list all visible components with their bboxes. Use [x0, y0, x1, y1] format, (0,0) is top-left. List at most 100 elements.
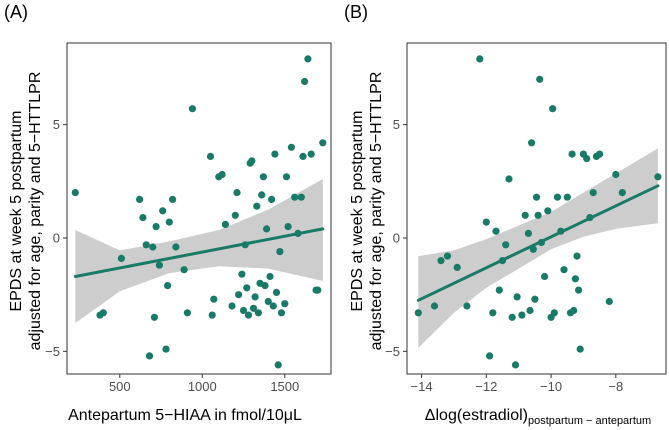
panel-a-border	[66, 42, 332, 375]
panel-a-point	[231, 211, 239, 219]
panel-a-point	[301, 77, 309, 86]
panel-b-point	[553, 193, 562, 201]
panel-a-point	[136, 195, 144, 203]
panel-b-point	[575, 286, 583, 294]
panel-b-point	[568, 150, 576, 158]
panel-a-point	[152, 223, 160, 231]
panel-a: (A) EPDS at week 5 postpartum adjusted f…	[4, 2, 332, 424]
panel-b-point	[531, 295, 539, 303]
panel-b-point	[492, 227, 500, 235]
panel-b-point	[541, 272, 549, 281]
panel-b-x-tick-label: −14	[411, 379, 433, 394]
panel-a-point	[162, 345, 170, 353]
panel-b-regression-line	[416, 184, 660, 302]
panel-b-point	[571, 275, 580, 283]
panel-a-point	[307, 150, 315, 158]
panel-b-y-tick-label: 0	[393, 230, 400, 245]
panel-b-x-axis-title: Δlog(estradiol)postpartum − antepartum	[425, 407, 651, 427]
panel-a-point	[319, 139, 327, 147]
panel-a-point	[297, 193, 305, 201]
panel-b-point	[589, 189, 597, 197]
panel-a-point	[253, 202, 261, 210]
panel-b-point	[437, 257, 445, 265]
panel-b-confidence-band	[418, 148, 658, 348]
panel-b-point	[654, 173, 662, 181]
panel-a-point	[139, 214, 147, 222]
panel-b-x-tick-label: −8	[608, 379, 623, 394]
panel-a-point	[274, 361, 282, 369]
panel-a-point	[142, 241, 150, 249]
panel-b-point	[489, 309, 497, 317]
panel-b-point	[513, 293, 521, 301]
panel-a-x-tick-label: 1000	[188, 379, 217, 394]
panel-b-y-axis-title-line2: adjusted for age, parity and 5−HTTLPR	[368, 72, 385, 351]
panel-a-point	[188, 105, 196, 113]
panel-a-point	[244, 311, 253, 319]
panel-a-point	[150, 313, 158, 321]
panel-a-point	[208, 311, 216, 319]
panel-a-point	[164, 282, 172, 290]
panel-b-plot-area	[406, 42, 667, 375]
panel-b-y-axis-title: EPDS at week 5 postpartum adjusted for a…	[349, 72, 385, 351]
panel-b-border	[406, 42, 667, 375]
panel-b-point	[576, 345, 584, 353]
panel-b: (B) EPDS at week 5 postpartum adjusted f…	[344, 2, 667, 427]
panel-a-point	[271, 150, 279, 158]
panel-b-point	[521, 211, 529, 219]
panel-b-point	[476, 55, 484, 63]
panel-a-point	[221, 220, 229, 228]
panel-a-x-axis-title: Antepartum 5−HIAA in fmol/10μL	[68, 407, 302, 424]
panel-b-point	[532, 193, 541, 201]
panel-b-point	[518, 311, 526, 319]
panel-a-point	[276, 248, 284, 256]
panel-b-point	[612, 170, 620, 179]
panel-a-point	[287, 143, 295, 151]
panel-a-point	[183, 309, 191, 317]
panel-b-point	[463, 302, 471, 310]
panel-a-point	[180, 266, 188, 274]
panel-a-point	[261, 282, 269, 290]
panel-a-point	[264, 297, 272, 306]
panel-a-point	[259, 173, 267, 181]
panel-a-y-axis-title: EPDS at week 5 postpartum adjusted for a…	[8, 72, 44, 351]
panel-b-point	[596, 150, 604, 158]
panel-b-point	[414, 309, 422, 317]
panel-b-point	[618, 189, 626, 197]
panel-b-point	[502, 241, 510, 249]
panel-b-ticks: −14 −12 −10 −8 −5 0 5	[385, 117, 623, 394]
panel-a-y-axis-title-line2: adjusted for age, parity and 5−HTTLPR	[27, 72, 44, 351]
panel-b-point	[583, 155, 591, 163]
panel-a-point	[304, 55, 312, 63]
panel-a-point	[277, 309, 286, 317]
panel-a-point	[99, 309, 107, 317]
panel-b-point	[505, 175, 513, 183]
panel-a-point	[248, 157, 256, 165]
panel-a-point	[239, 306, 248, 315]
panel-b-point	[605, 297, 613, 306]
panel-a-plot-area	[66, 42, 332, 375]
panel-b-x-tick-label: −10	[540, 379, 562, 394]
panel-a-y-tick-label: 5	[53, 117, 60, 132]
panel-a-point	[251, 293, 259, 301]
panel-a-point	[243, 284, 251, 292]
panel-b-point	[453, 263, 461, 271]
panel-b-point	[430, 302, 439, 310]
panel-a-point	[272, 288, 281, 296]
panel-a-point	[218, 170, 226, 179]
panel-a-point	[169, 195, 177, 203]
panel-a-y-tick-label: 0	[53, 230, 60, 245]
panel-a-ticks: 500 1000 1500 −5 0 5	[45, 117, 299, 394]
panel-b-point	[536, 75, 544, 83]
panel-a-point	[249, 304, 258, 312]
panel-b-point	[528, 139, 536, 147]
panel-b-point	[550, 309, 558, 317]
panel-a-point	[172, 243, 180, 251]
panel-b-point	[443, 252, 452, 260]
panel-a-x-tick-label: 500	[109, 379, 131, 394]
panel-b-point	[549, 105, 557, 113]
panel-b-point	[544, 207, 552, 215]
panel-a-y-tick-label: −5	[45, 344, 60, 359]
panel-b-point	[524, 229, 533, 237]
panel-a-point	[235, 291, 243, 299]
panel-a-point	[165, 218, 173, 226]
